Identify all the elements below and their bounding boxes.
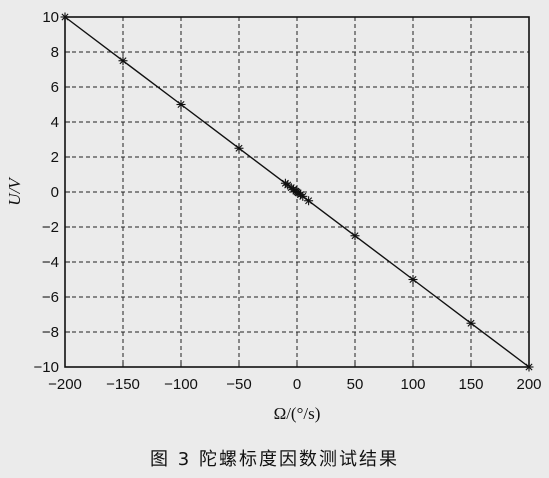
y-tick-label: 8 [51, 44, 59, 61]
y-tick-label: 6 [51, 79, 59, 96]
x-tick-label: −50 [226, 376, 251, 393]
y-tick-label: −8 [42, 324, 59, 341]
y-tick-label: 4 [51, 114, 59, 131]
y-axis-label: U/V [5, 176, 24, 206]
data-point [176, 100, 186, 109]
x-tick-label: −100 [164, 376, 198, 393]
data-point [466, 318, 476, 328]
data-point [234, 143, 244, 153]
y-tick-label: 2 [51, 149, 59, 166]
y-tick-label: −4 [42, 254, 59, 271]
x-tick-label: 0 [293, 376, 301, 393]
x-axis-label: Ω/(°/s) [274, 404, 321, 423]
tick-labels: −200 −150 −100 −50 0 50 100 150 200 −10 −8 −6 −4 −2 0 2… [34, 9, 542, 393]
data-point [298, 191, 308, 201]
data-point [350, 231, 360, 241]
data-point [408, 275, 418, 284]
x-tick-label: 200 [516, 376, 541, 393]
scale-factor-chart: −200 −150 −100 −50 0 50 100 150 200 −10 −8 −6 −4 −2 0 2… [5, 9, 542, 423]
y-tick-label: −10 [34, 359, 59, 376]
data-point [118, 56, 128, 66]
x-tick-label: −200 [48, 376, 82, 393]
y-tick-label: −2 [42, 219, 59, 236]
data-point [524, 362, 534, 372]
y-tick-label: 10 [42, 9, 59, 26]
x-tick-label: 50 [347, 376, 364, 393]
x-tick-label: 150 [458, 376, 483, 393]
data-point [304, 196, 314, 206]
data-point [60, 12, 70, 22]
y-tick-label: −6 [42, 289, 59, 306]
grid [65, 17, 529, 367]
x-tick-label: 100 [400, 376, 425, 393]
series [60, 12, 534, 372]
y-tick-label: 0 [51, 184, 59, 201]
figure-caption: 图 3 陀螺标度因数测试结果 [150, 449, 399, 470]
x-tick-label: −150 [106, 376, 140, 393]
